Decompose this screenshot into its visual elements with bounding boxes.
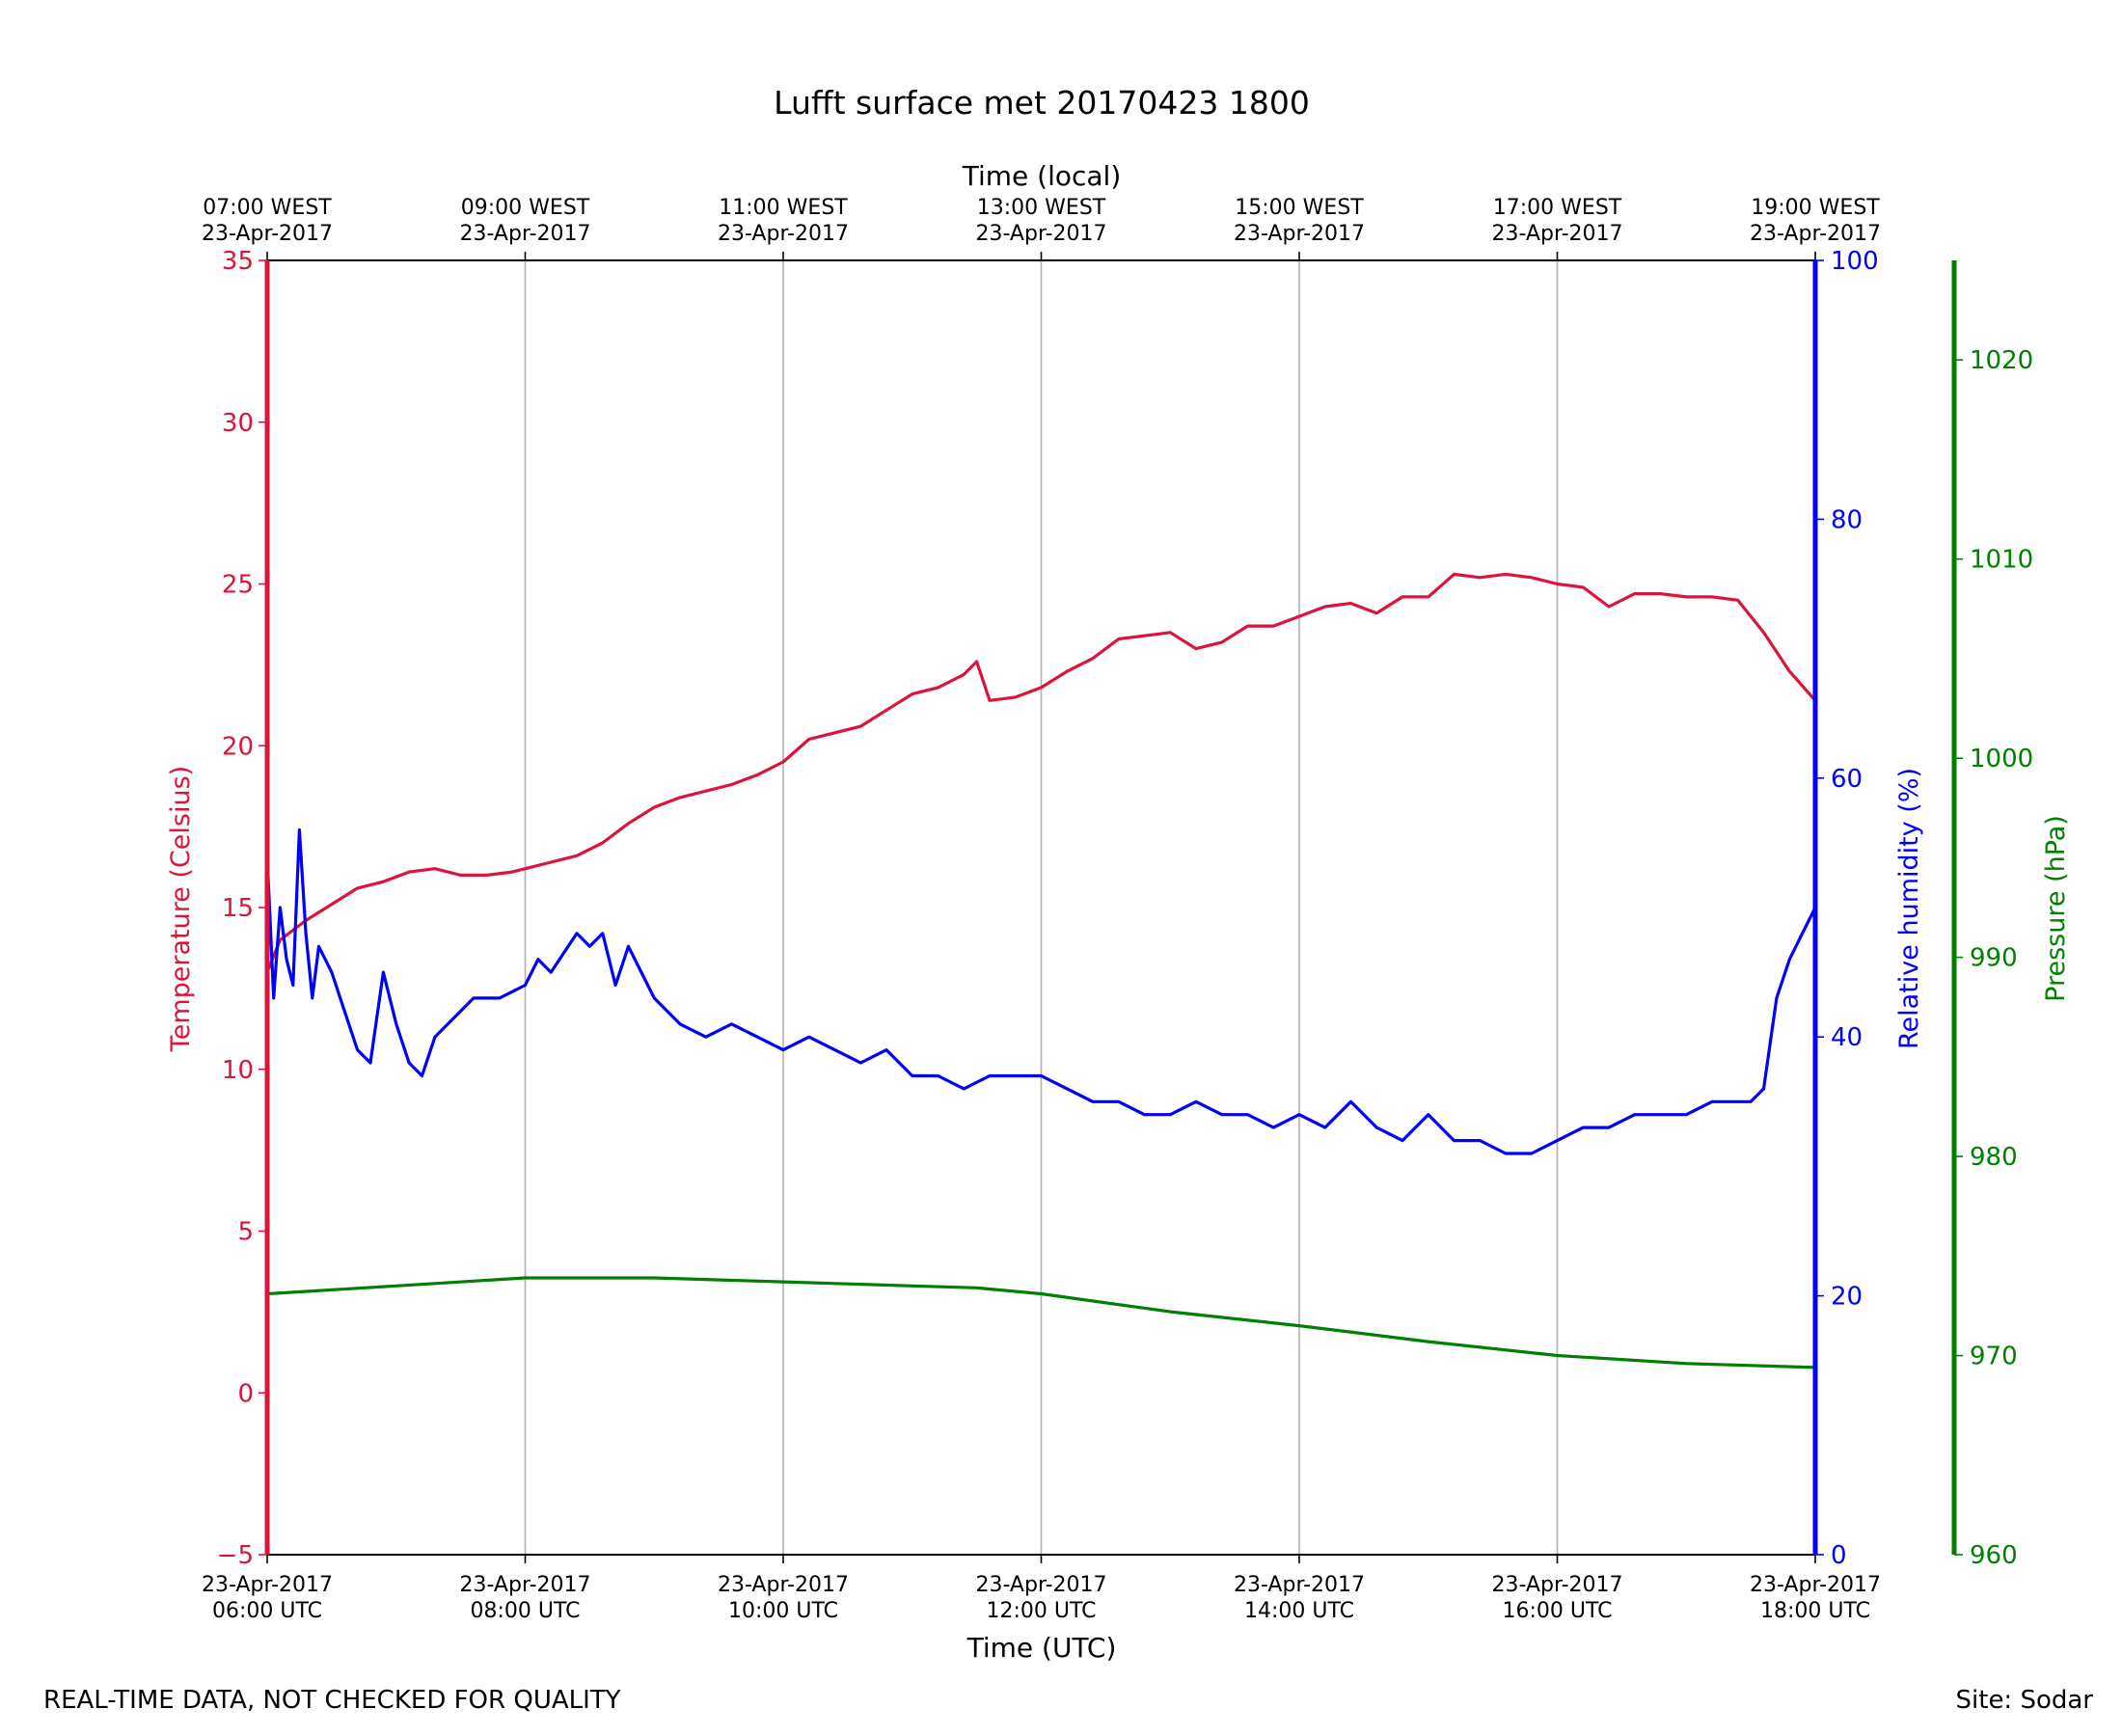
temperature-axis-label: Temperature (Celsius) — [166, 766, 196, 1052]
temperature-tick-label: 35 — [222, 247, 254, 276]
temperature-tick-label: 0 — [237, 1379, 254, 1408]
x-top-tick-time: 07:00 WEST — [203, 196, 332, 220]
humidity-tick-label: 60 — [1831, 765, 1863, 794]
temperature-tick-label: −5 — [217, 1541, 254, 1570]
x-bottom-tick-date: 23-Apr-2017 — [718, 1573, 849, 1597]
x-bottom-tick-date: 23-Apr-2017 — [202, 1573, 333, 1597]
x-top-tick-date: 23-Apr-2017 — [1750, 222, 1881, 246]
pressure-tick-label: 990 — [1970, 944, 2018, 973]
x-bottom-tick-time: 12:00 UTC — [986, 1599, 1096, 1623]
pressure-tick-label: 970 — [1970, 1343, 2018, 1371]
pressure-tick-label: 1010 — [1970, 546, 2033, 575]
x-top-tick-time: 19:00 WEST — [1751, 196, 1880, 220]
humidity-tick-label: 20 — [1831, 1283, 1863, 1312]
humidity-tick-label: 80 — [1831, 505, 1863, 534]
x-bottom-tick-time: 10:00 UTC — [728, 1599, 838, 1623]
temperature-series-line — [265, 572, 1817, 973]
x-top-tick-date: 23-Apr-2017 — [718, 222, 849, 246]
humidity-series-line — [265, 827, 1817, 1155]
chart-title: Lufft surface met 20170423 1800 — [774, 84, 1310, 122]
humidity-tick-label: 100 — [1831, 247, 1879, 276]
humidity-tick-label: 0 — [1831, 1541, 1847, 1570]
gridlines — [524, 260, 1559, 1555]
x-top-tick-date: 23-Apr-2017 — [975, 222, 1106, 246]
x-bottom-tick-time: 08:00 UTC — [470, 1599, 580, 1623]
x-top-tick-date: 23-Apr-2017 — [459, 222, 590, 246]
x-top-tick-time: 11:00 WEST — [719, 196, 848, 220]
temperature-tick-label: 25 — [222, 571, 254, 600]
x-bottom-tick-time: 14:00 UTC — [1244, 1599, 1354, 1623]
site-label: Site: Sodar — [1955, 1686, 2093, 1715]
x-bottom-tick-time: 16:00 UTC — [1502, 1599, 1612, 1623]
temperature-tick-label: 15 — [222, 894, 254, 923]
x-bottom-tick-date: 23-Apr-2017 — [1750, 1573, 1881, 1597]
x-bottom-tick-date: 23-Apr-2017 — [975, 1573, 1106, 1597]
x-top-tick-time: 09:00 WEST — [461, 196, 590, 220]
pressure-tick-label: 1020 — [1970, 346, 2033, 375]
pressure-tick-label: 1000 — [1970, 745, 2033, 773]
temperature-tick-label: 20 — [222, 732, 254, 761]
x-top-tick-time: 13:00 WEST — [977, 196, 1106, 220]
pressure-tick-label: 980 — [1970, 1143, 2018, 1172]
temperature-tick-label: 5 — [237, 1218, 254, 1247]
x-top-tick-time: 17:00 WEST — [1493, 196, 1622, 220]
x-bottom-tick-time: 18:00 UTC — [1760, 1599, 1870, 1623]
humidity-tick-label: 40 — [1831, 1023, 1863, 1052]
x-top-tick-date: 23-Apr-2017 — [1234, 222, 1365, 246]
pressure-axis-label: Pressure (hPa) — [2041, 815, 2071, 1002]
x-bottom-tick-date: 23-Apr-2017 — [1234, 1573, 1365, 1597]
pressure-series-line — [266, 1276, 1816, 1370]
x-top-tick-date: 23-Apr-2017 — [202, 222, 333, 246]
temperature-tick-label: 30 — [222, 409, 254, 438]
temperature-tick-label: 10 — [222, 1056, 254, 1085]
x-top-tick-time: 15:00 WEST — [1235, 196, 1364, 220]
quality-disclaimer: REAL-TIME DATA, NOT CHECKED FOR QUALITY — [43, 1686, 621, 1715]
x-bottom-tick-date: 23-Apr-2017 — [459, 1573, 590, 1597]
pressure-tick-label: 960 — [1970, 1541, 2018, 1570]
x-top-axis-label: Time (local) — [962, 160, 1122, 192]
x-bottom-axis-label: Time (UTC) — [966, 1632, 1117, 1664]
x-bottom-tick-time: 06:00 UTC — [212, 1599, 322, 1623]
x-top-tick-date: 23-Apr-2017 — [1491, 222, 1622, 246]
humidity-axis-label: Relative humidity (%) — [1894, 768, 1924, 1049]
series-layer — [265, 572, 1817, 1370]
x-bottom-tick-date: 23-Apr-2017 — [1491, 1573, 1622, 1597]
